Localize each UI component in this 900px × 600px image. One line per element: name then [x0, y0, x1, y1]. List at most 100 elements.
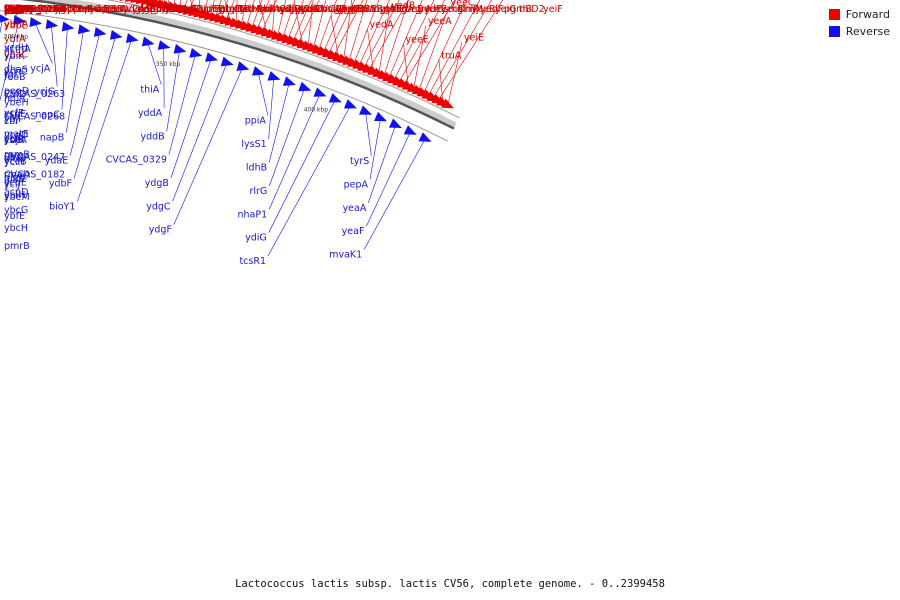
forward-gene-label: yciD	[4, 4, 25, 15]
forward-leader-line	[403, 44, 409, 88]
reverse-gene-label: yeaF	[342, 226, 365, 237]
forward-gene-label: glmM	[457, 4, 483, 15]
reverse-gene-label: napC	[35, 109, 60, 120]
reverse-gene-label: ycdH	[4, 43, 28, 54]
forward-leader-line	[256, 0, 270, 31]
reverse-leader-line	[368, 124, 396, 203]
forward-gene-label: rgrA	[411, 4, 432, 15]
forward-gene-label: CVCAS_0395	[315, 4, 376, 15]
forward-gene-label: recR	[4, 4, 26, 15]
forward-gene-label: CVCAS_0188	[4, 4, 65, 15]
reverse-leader-line	[170, 58, 212, 179]
reverse-gene-arrow	[173, 44, 187, 54]
forward-gene-label: rmlB	[4, 4, 26, 15]
forward-leader-line	[240, 0, 247, 26]
forward-gene-label: dhaK1	[4, 4, 34, 15]
reverse-gene-arrow	[374, 111, 388, 122]
forward-gene-label: ydcB	[4, 4, 27, 15]
reverse-gene-label: ybcH	[4, 223, 28, 234]
forward-gene-label: CVCAS_0191	[4, 4, 65, 15]
reverse-gene-arrow	[29, 17, 43, 28]
reverse-gene-arrow	[313, 87, 327, 97]
forward-gene-label: plpD	[4, 4, 26, 15]
forward-leader-line	[282, 0, 296, 39]
reverse-gene-arrow	[13, 15, 26, 26]
forward-gene-label: rheB	[402, 4, 424, 15]
forward-gene-label: yeiF	[543, 4, 563, 15]
reverse-gene-label: napB	[40, 133, 64, 144]
reverse-leader-line	[366, 131, 411, 227]
forward-gene-label: CVCAS_0241	[4, 4, 65, 15]
reverse-gene-label: nhaP1	[238, 209, 268, 220]
forward-gene-label: ybiG	[4, 4, 26, 15]
forward-gene-label: pgmB	[504, 4, 532, 15]
forward-gene-label: gatA	[4, 4, 27, 15]
forward-leader-line	[447, 42, 463, 106]
forward-gene-label: yeaE	[336, 4, 359, 15]
reverse-gene-arrow	[282, 76, 296, 86]
forward-gene-label: rmlA	[4, 4, 27, 15]
forward-gene-label: plpA	[4, 4, 26, 15]
forward-gene-label: fhuD	[4, 4, 27, 15]
forward-leader-line	[294, 3, 304, 46]
forward-gene-label: yccK	[4, 4, 27, 15]
reverse-gene-label: cbr	[4, 116, 19, 127]
reverse-leader-line	[172, 62, 228, 202]
forward-gene-label: ddl2	[181, 4, 202, 15]
forward-gene-label: cbiO	[4, 4, 25, 15]
forward-gene-label: ycdC	[4, 4, 28, 15]
forward-gene-label: yceA	[4, 4, 28, 15]
forward-gene-label: yceD	[4, 4, 28, 15]
forward-gene-label: yccJ	[4, 4, 23, 15]
reverse-gene-label: tyrS	[350, 156, 369, 167]
reverse-gene-label: CVCAS_0329	[106, 155, 167, 166]
reverse-gene-label: pepD	[4, 86, 29, 97]
forward-gene-label: ybeA	[4, 4, 28, 15]
reverse-leader-line	[268, 93, 321, 210]
reverse-leader-line	[61, 27, 68, 110]
forward-gene-label: nrdD	[4, 4, 27, 15]
forward-gene-label: rgpC	[4, 4, 27, 15]
reverse-gene-label: feoA	[4, 93, 26, 104]
forward-gene-label: ybiE	[4, 4, 24, 15]
forward-leader-line	[333, 0, 364, 57]
reverse-gene-label: ycjA	[30, 63, 50, 74]
forward-gene-label: CVCAS_0157	[4, 4, 65, 15]
forward-gene-label: ycjM	[4, 4, 26, 15]
forward-gene-arrow	[441, 98, 455, 109]
forward-leader-line	[432, 0, 493, 99]
reverse-gene-label: yciH	[4, 157, 25, 168]
reverse-leader-line	[166, 50, 180, 132]
reverse-gene-label: ybiK	[4, 51, 25, 62]
forward-gene-label: ybjD	[4, 4, 26, 15]
forward-gene-label: ycfG	[4, 4, 26, 15]
forward-leader-line	[403, 0, 456, 85]
legend-forward-label: Forward	[845, 8, 890, 21]
reverse-gene-label: ycdE	[4, 178, 27, 189]
forward-gene-label: ydgI	[123, 4, 143, 15]
forward-gene-label: ybjF	[4, 4, 24, 15]
forward-gene-label: ycfD	[4, 4, 26, 15]
reverse-swatch	[828, 26, 840, 37]
forward-gene-label: ybbE	[4, 20, 28, 31]
forward-leader-line	[199, 0, 201, 14]
reverse-leader-line	[50, 24, 58, 87]
reverse-gene-label: yciJ	[4, 179, 20, 190]
forward-gene-label: dut	[4, 4, 20, 15]
forward-gene-label: ycdA	[4, 4, 28, 15]
forward-leader-line	[277, 0, 287, 37]
gene-labels: ybaCybbEbltsugErpmHybeAybeFybfAybfBgatBy…	[0, 0, 563, 267]
forward-gene-label: ahpC	[5, 4, 30, 15]
forward-gene-label: ydhB	[201, 4, 225, 15]
forward-gene-label: murF	[84, 4, 109, 15]
forward-gene-label: yceE	[4, 4, 27, 15]
forward-gene-label: ychF	[4, 4, 26, 15]
reverse-gene-arrow	[93, 26, 107, 37]
forward-gene-label: CVCAS_0190	[4, 4, 65, 15]
reverse-gene-label: luxS	[4, 174, 24, 185]
reverse-gene-label: ycgD	[4, 130, 28, 141]
reverse-leader-line	[267, 105, 351, 257]
reverse-gene-label: matE	[4, 129, 29, 140]
reverse-gene-label: ybfD	[4, 89, 26, 100]
forward-gene-label: nrdG	[4, 4, 27, 15]
